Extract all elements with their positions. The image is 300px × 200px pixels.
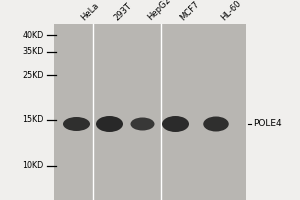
Text: 40KD: 40KD — [22, 30, 44, 40]
Bar — [54, 24, 246, 200]
Text: MCF7: MCF7 — [178, 0, 201, 22]
Text: 25KD: 25KD — [22, 71, 44, 79]
Text: POLE4: POLE4 — [254, 119, 282, 129]
Text: 10KD: 10KD — [22, 162, 44, 170]
Ellipse shape — [203, 116, 229, 132]
Text: 293T: 293T — [112, 1, 134, 22]
Text: 35KD: 35KD — [22, 47, 44, 56]
Text: 15KD: 15KD — [22, 116, 44, 124]
Ellipse shape — [130, 117, 154, 130]
Ellipse shape — [96, 116, 123, 132]
Text: HL-60: HL-60 — [219, 0, 243, 22]
Ellipse shape — [162, 116, 189, 132]
Text: HepG2: HepG2 — [146, 0, 172, 22]
Ellipse shape — [63, 117, 90, 131]
Text: HeLa: HeLa — [80, 1, 101, 22]
